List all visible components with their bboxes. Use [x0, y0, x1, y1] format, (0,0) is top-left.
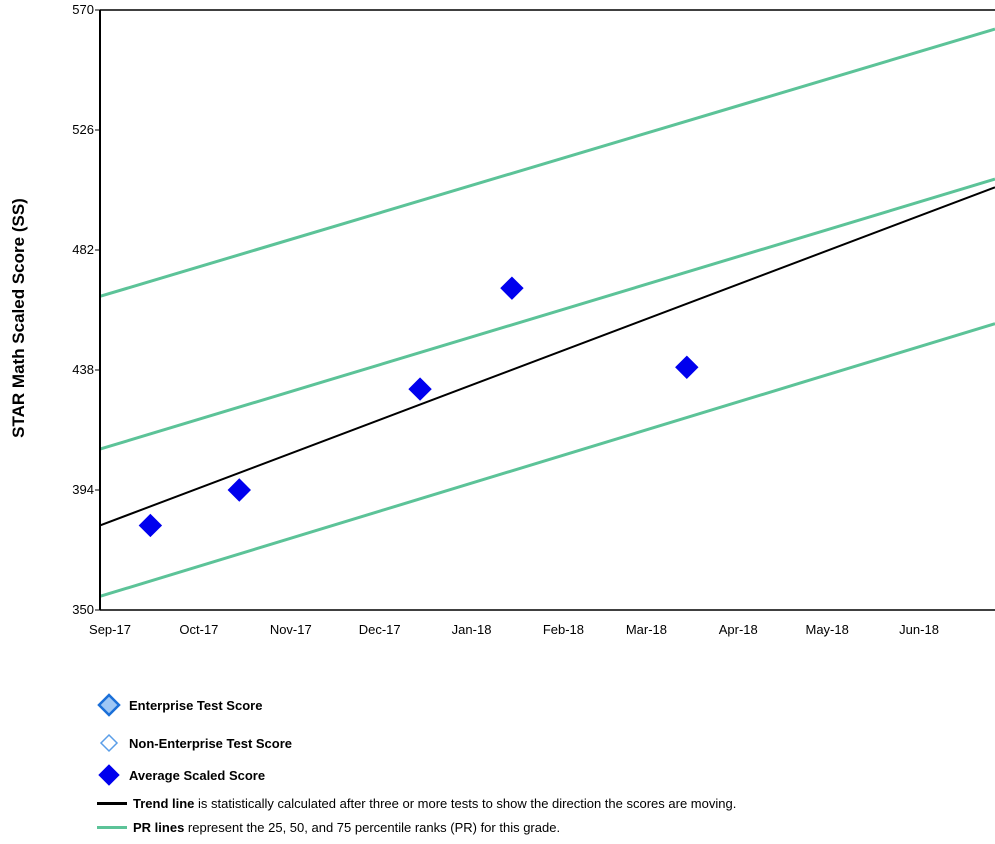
x-tick-label: Jan-18	[452, 622, 492, 637]
y-tick-label: 570	[72, 2, 94, 17]
data-point	[227, 478, 251, 502]
chart-lines-layer	[99, 27, 995, 598]
axes-layer: 350 394 438 482 526 570 Sep-17 Oct-17 Nov-17 Dec-…	[72, 2, 995, 637]
pr-line-50	[99, 177, 995, 451]
y-tick-label: 394	[72, 482, 94, 497]
x-tick-label: Sep-17	[89, 622, 131, 637]
data-point	[138, 513, 163, 538]
pr-line-25	[99, 322, 995, 598]
data-point	[675, 355, 699, 379]
x-tick-label: Apr-18	[719, 622, 758, 637]
x-tick-label: Dec-17	[359, 622, 401, 637]
y-tick-label: 482	[72, 242, 94, 257]
y-tick-label: 526	[72, 122, 94, 137]
y-tick-label: 438	[72, 362, 94, 377]
data-point	[408, 377, 432, 401]
x-tick-label: Nov-17	[270, 622, 312, 637]
x-tick-label: May-18	[806, 622, 849, 637]
x-tick-label: Jun-18	[899, 622, 939, 637]
y-tick-label: 350	[72, 602, 94, 617]
trend-line	[99, 186, 995, 527]
y-axis-label: STAR Math Scaled Score (SS)	[9, 198, 28, 438]
pr-line-75	[99, 27, 995, 298]
data-point	[500, 276, 524, 300]
x-tick-label: Mar-18	[626, 622, 667, 637]
points-layer	[138, 276, 699, 538]
x-tick-label: Oct-17	[179, 622, 218, 637]
x-tick-label: Feb-18	[543, 622, 584, 637]
